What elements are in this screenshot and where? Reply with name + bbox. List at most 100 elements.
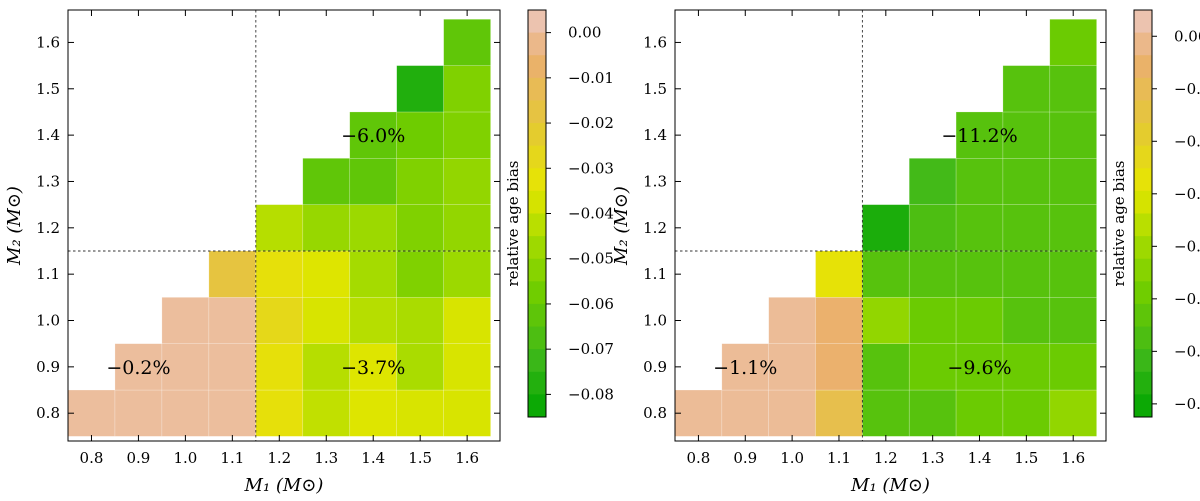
heatmap-cell — [1049, 111, 1097, 159]
colorbar-band — [528, 190, 546, 214]
colorbar-frame — [1133, 9, 1153, 418]
heatmap-cell — [908, 250, 957, 298]
y-tick-label: 1.6 — [36, 33, 60, 51]
y-tick-label: 1.2 — [36, 219, 60, 237]
x-axis-label: M₁ (M⊙) — [244, 475, 324, 496]
y-tick-label: 1.5 — [36, 80, 60, 98]
heatmap-cell — [208, 250, 257, 298]
y-tick-label: 1.2 — [643, 219, 667, 237]
y-tick-label: 1.0 — [36, 312, 60, 330]
y-tick-label: 1.1 — [36, 265, 60, 283]
heatmap-cell — [349, 343, 397, 391]
heatmap-cell — [349, 297, 397, 344]
y-axis-label: M₂ (M⊙) — [611, 186, 632, 266]
heatmap-cell — [208, 297, 257, 344]
heatmap-cell — [862, 343, 910, 391]
x-tick-label: 1.5 — [408, 449, 432, 467]
colorbar-tick-label: −0.06 — [1174, 185, 1200, 203]
colorbar: 0.00 −0.01 −0.02 −0.03 −0.04 −0.05 −0.06 −0.07 −… — [504, 9, 614, 418]
colorbar-band — [528, 123, 546, 147]
heatmap-cell — [908, 297, 957, 344]
colorbar-band — [1134, 258, 1152, 282]
heatmap-cell — [208, 389, 257, 437]
heatmap-cell — [1049, 297, 1097, 344]
heatmap-cells — [674, 18, 1097, 437]
heatmap-cell — [443, 65, 491, 113]
heatmap-cell — [815, 250, 863, 298]
x-tick-label: 1.3 — [921, 449, 945, 467]
colorbar-band — [1134, 10, 1152, 34]
heatmap-cell — [349, 250, 397, 298]
x-tick-label: 1.6 — [455, 449, 479, 467]
x-tick-label: 1.2 — [267, 449, 291, 467]
heatmap-cell — [255, 204, 304, 252]
colorbar-band — [528, 32, 546, 56]
colorbar-band — [1134, 77, 1152, 101]
y-tick-label: 1.0 — [643, 312, 667, 330]
axes-frame — [674, 9, 1107, 442]
heatmap-cell — [908, 204, 957, 252]
heatmap-cell — [443, 343, 491, 391]
bias-annotation: −6.0% — [341, 125, 405, 147]
heatmap-cell — [1049, 343, 1097, 391]
heatmap-cell — [768, 389, 816, 437]
y-tick-label: 1.4 — [643, 126, 667, 144]
heatmap-cell — [161, 389, 210, 437]
heatmap-cell — [1049, 158, 1097, 205]
heatmap-cell — [349, 204, 397, 252]
colorbar-tick-label: −0.02 — [568, 114, 614, 132]
heatmap-cell — [1049, 65, 1097, 113]
colorbar-band — [1134, 213, 1152, 237]
colorbar-band — [528, 326, 546, 350]
x-tick-label: 0.8 — [686, 449, 710, 467]
colorbar-band — [528, 281, 546, 305]
y-tick-label: 0.9 — [36, 358, 60, 376]
x-tick-label: 0.8 — [80, 449, 104, 467]
bias-annotation: −11.2% — [941, 125, 1017, 147]
y-tick-label: 1.5 — [643, 80, 667, 98]
y-tick-label: 1.6 — [643, 33, 667, 51]
heatmap-cell — [396, 297, 444, 344]
heatmap-cell — [955, 111, 1004, 159]
heatmap-cell — [1002, 111, 1051, 159]
heatmap-cell — [815, 343, 863, 391]
y-tick-label: 0.8 — [36, 404, 60, 422]
bias-annotation: −3.7% — [341, 357, 405, 379]
heatmap-cell — [1002, 65, 1051, 113]
colorbar-band — [1134, 371, 1152, 395]
colorbar-band — [528, 168, 546, 192]
colorbar-band — [1134, 32, 1152, 56]
heatmap-cell — [862, 297, 910, 344]
colorbar: 0.00 −0.02 −0.04 −0.06 −0.08 −0.10 −0.12 −0.14 r… — [1110, 9, 1200, 418]
colorbar-tick-label: −0.08 — [568, 385, 614, 403]
heatmap-cell — [1002, 250, 1051, 298]
heatmap-cell — [443, 158, 491, 205]
colorbar-tick-label: −0.02 — [1174, 80, 1200, 98]
heatmap-cell — [114, 389, 163, 437]
colorbar-tick-label: −0.03 — [568, 159, 614, 177]
heatmap-cell — [302, 158, 351, 205]
x-tick-label: 1.4 — [968, 449, 992, 467]
x-axis-label: M₁ (M⊙) — [850, 475, 930, 496]
x-tick-label: 0.9 — [127, 449, 151, 467]
colorbar-tick-label: −0.05 — [568, 250, 614, 268]
colorbar-band — [528, 394, 546, 418]
colorbar-tick-label: −0.10 — [1174, 290, 1200, 308]
x-tick-label: 0.9 — [733, 449, 757, 467]
colorbar-band — [1134, 394, 1152, 418]
heatmap-cell — [815, 297, 863, 344]
colorbar-band — [1134, 303, 1152, 328]
left-heatmap-panel: 0.8 0.9 1.0 1.1 1.2 1.3 1.4 1.5 1.6 0.8 0.9 1.0 1.1 1… — [4, 9, 614, 496]
colorbar-band — [528, 371, 546, 395]
colorbar-tick-label: −0.01 — [568, 69, 614, 87]
bias-annotation: −0.2% — [106, 357, 170, 379]
heatmap-cell — [396, 250, 444, 298]
heatmap-cell — [443, 297, 491, 344]
heatmap-cell — [1049, 389, 1097, 437]
heatmap-cell — [862, 204, 910, 252]
heatmap-cell — [255, 297, 304, 344]
colorbar-band — [528, 236, 546, 260]
heatmap-cell — [161, 297, 210, 344]
heatmap-cell — [862, 250, 910, 298]
heatmap-cell — [302, 343, 351, 391]
